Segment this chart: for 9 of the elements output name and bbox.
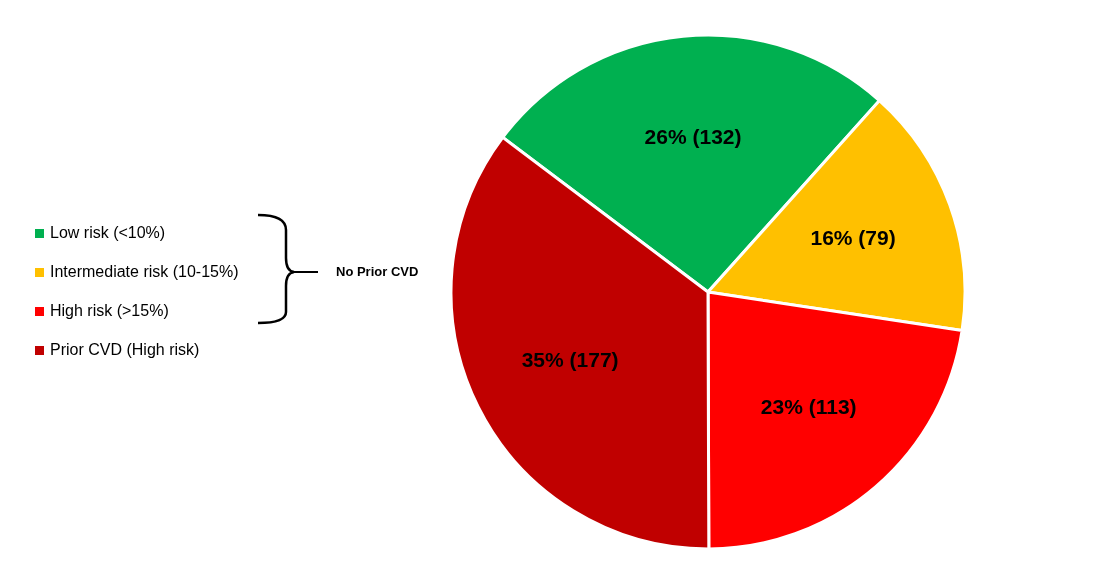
legend-label: Intermediate risk (10-15%)	[50, 263, 239, 281]
data-label: 23% (113)	[760, 395, 857, 419]
data-label: 35% (177)	[521, 347, 619, 371]
legend-label: High risk (>15%)	[50, 302, 169, 320]
data-label: 26% (132)	[644, 125, 742, 149]
legend-label: Low risk (<10%)	[50, 224, 166, 242]
data-label: 16% (79)	[810, 226, 896, 250]
text: No Prior CVD	[336, 264, 419, 280]
legend-label: Prior CVD (High risk)	[50, 341, 200, 359]
